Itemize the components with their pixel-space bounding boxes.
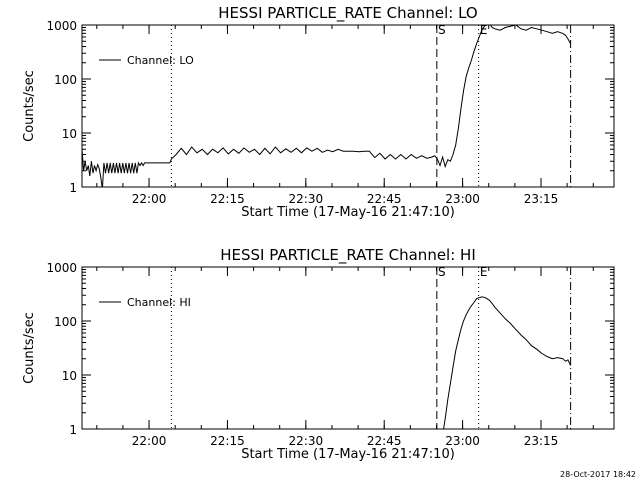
x-tick-label: 23:00 bbox=[445, 434, 480, 448]
y-tick-label: 1000 bbox=[46, 19, 77, 33]
x-tick-label: 22:45 bbox=[367, 434, 402, 448]
footer-timestamp: 28-Oct-2017 18:42 bbox=[560, 470, 636, 479]
x-axis-label: Start Time (17-May-16 21:47:10) bbox=[241, 205, 455, 220]
x-tick-label: 22:45 bbox=[367, 192, 402, 206]
chart-title: HESSI PARTICLE_RATE Channel: HI bbox=[220, 246, 476, 265]
x-tick-label: 22:15 bbox=[210, 192, 245, 206]
x-tick-label: 23:15 bbox=[524, 192, 559, 206]
y-tick-label: 1 bbox=[69, 423, 77, 437]
panel-hi: HESSI PARTICLE_RATE Channel: HI Start Tim… bbox=[22, 246, 614, 462]
x-tick-label: 22:15 bbox=[210, 434, 245, 448]
chart-title: HESSI PARTICLE_RATE Channel: LO bbox=[218, 4, 477, 23]
y-tick-label: 100 bbox=[54, 73, 77, 87]
x-tick-label: 23:15 bbox=[524, 434, 559, 448]
legend-label: Channel: HI bbox=[127, 296, 191, 309]
marker-label: S bbox=[438, 23, 446, 37]
x-tick-label: 22:30 bbox=[289, 434, 324, 448]
figure: HESSI PARTICLE_RATE Channel: LO Start Tim… bbox=[0, 0, 640, 480]
y-tick-label: 1000 bbox=[46, 261, 77, 275]
y-tick-label: 1 bbox=[69, 181, 77, 195]
series-line bbox=[82, 24, 571, 189]
x-tick-label: 22:00 bbox=[132, 434, 167, 448]
marker-label: S bbox=[438, 265, 446, 279]
x-axis-label: Start Time (17-May-16 21:47:10) bbox=[241, 447, 455, 462]
y-tick-label: 100 bbox=[54, 315, 77, 329]
y-axis-label: Counts/sec bbox=[22, 312, 37, 384]
y-axis-label: Counts/sec bbox=[22, 70, 37, 142]
marker-label: E bbox=[480, 265, 488, 279]
panel-lo: HESSI PARTICLE_RATE Channel: LO Start Tim… bbox=[22, 4, 614, 220]
x-tick-label: 23:00 bbox=[445, 192, 480, 206]
x-tick-label: 22:00 bbox=[132, 192, 167, 206]
y-tick-label: 10 bbox=[62, 127, 77, 141]
legend-label: Channel: LO bbox=[127, 54, 194, 67]
x-tick-label: 22:30 bbox=[289, 192, 324, 206]
series-line bbox=[444, 297, 571, 429]
y-tick-label: 10 bbox=[62, 369, 77, 383]
